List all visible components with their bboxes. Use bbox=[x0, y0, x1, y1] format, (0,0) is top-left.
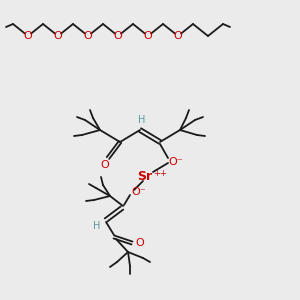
Text: ++: ++ bbox=[153, 169, 167, 178]
Text: O⁻: O⁻ bbox=[132, 187, 146, 197]
Text: O: O bbox=[144, 31, 152, 41]
Text: Sr: Sr bbox=[137, 169, 153, 182]
Text: O: O bbox=[136, 238, 144, 248]
Text: O: O bbox=[174, 31, 182, 41]
Text: O: O bbox=[24, 31, 32, 41]
Text: O: O bbox=[114, 31, 122, 41]
Text: O: O bbox=[54, 31, 62, 41]
Text: O: O bbox=[84, 31, 92, 41]
Text: H: H bbox=[93, 221, 101, 231]
Text: H: H bbox=[138, 115, 146, 125]
Text: O: O bbox=[100, 160, 109, 170]
Text: O⁻: O⁻ bbox=[169, 157, 183, 167]
